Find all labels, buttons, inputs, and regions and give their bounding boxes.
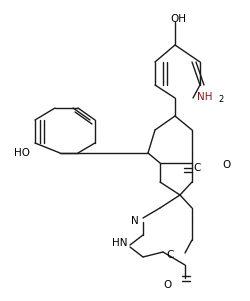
Text: C: C (193, 163, 201, 173)
Text: C: C (166, 250, 174, 260)
Text: O: O (164, 280, 172, 290)
Text: HN: HN (112, 238, 128, 248)
Text: 2: 2 (218, 95, 223, 104)
Text: OH: OH (170, 14, 186, 24)
Text: HO: HO (14, 148, 30, 158)
Text: N: N (131, 216, 139, 226)
Text: O: O (222, 160, 230, 170)
Text: NH: NH (197, 92, 212, 102)
